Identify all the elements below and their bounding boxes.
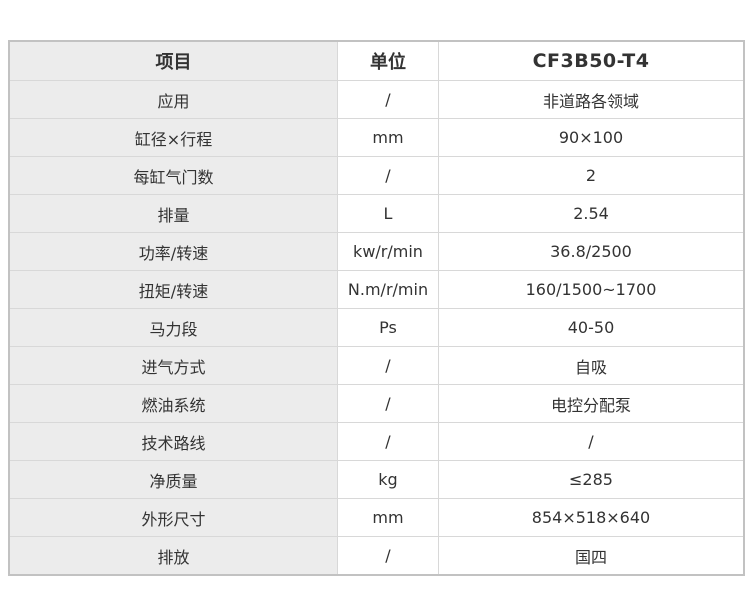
spec-item-cell: 技术路线 <box>10 423 338 460</box>
spec-value-cell: 36.8/2500 <box>439 233 743 270</box>
spec-unit-cell: / <box>338 385 439 422</box>
spec-item-cell: 扭矩/转速 <box>10 271 338 308</box>
spec-item-cell: 马力段 <box>10 309 338 346</box>
spec-unit-cell: / <box>338 423 439 460</box>
table-row: 功率/转速 kw/r/min 36.8/2500 <box>10 233 743 271</box>
spec-value-cell: 自吸 <box>439 347 743 384</box>
spec-unit-cell: N.m/r/min <box>338 271 439 308</box>
spec-value-cell: 国四 <box>439 537 743 574</box>
spec-unit-cell: mm <box>338 499 439 536</box>
spec-value-cell: 2 <box>439 157 743 194</box>
spec-unit-cell: kw/r/min <box>338 233 439 270</box>
spec-value-cell: 非道路各领域 <box>439 81 743 118</box>
spec-unit-cell: / <box>338 157 439 194</box>
spec-item-cell: 净质量 <box>10 461 338 498</box>
table-row: 缸径×行程 mm 90×100 <box>10 119 743 157</box>
table-row: 每缸气门数 / 2 <box>10 157 743 195</box>
spec-value-cell: 2.54 <box>439 195 743 232</box>
spec-item-cell: 进气方式 <box>10 347 338 384</box>
table-header-row: 项目 单位 CF3B50-T4 <box>10 42 743 81</box>
table-row: 排量 L 2.54 <box>10 195 743 233</box>
spec-item-cell: 外形尺寸 <box>10 499 338 536</box>
spec-unit-cell: L <box>338 195 439 232</box>
table-row: 马力段 Ps 40-50 <box>10 309 743 347</box>
spec-value-cell: ≤285 <box>439 461 743 498</box>
spec-item-cell: 排放 <box>10 537 338 574</box>
table-row: 扭矩/转速 N.m/r/min 160/1500~1700 <box>10 271 743 309</box>
spec-unit-cell: Ps <box>338 309 439 346</box>
spec-value-cell: 160/1500~1700 <box>439 271 743 308</box>
header-unit: 单位 <box>338 42 439 80</box>
table-row: 进气方式 / 自吸 <box>10 347 743 385</box>
table-row: 燃油系统 / 电控分配泵 <box>10 385 743 423</box>
spec-value-cell: 854×518×640 <box>439 499 743 536</box>
header-model: CF3B50-T4 <box>439 42 743 80</box>
header-item: 项目 <box>10 42 338 80</box>
spec-value-cell: 电控分配泵 <box>439 385 743 422</box>
spec-item-cell: 每缸气门数 <box>10 157 338 194</box>
spec-item-cell: 缸径×行程 <box>10 119 338 156</box>
spec-item-cell: 燃油系统 <box>10 385 338 422</box>
table-row: 外形尺寸 mm 854×518×640 <box>10 499 743 537</box>
spec-unit-cell: / <box>338 347 439 384</box>
engine-spec-table: 项目 单位 CF3B50-T4 应用 / 非道路各领域 缸径×行程 mm 90×… <box>8 40 745 576</box>
spec-item-cell: 应用 <box>10 81 338 118</box>
table-row: 应用 / 非道路各领域 <box>10 81 743 119</box>
spec-unit-cell: kg <box>338 461 439 498</box>
spec-unit-cell: / <box>338 81 439 118</box>
spec-unit-cell: / <box>338 537 439 574</box>
spec-value-cell: 90×100 <box>439 119 743 156</box>
table-row: 净质量 kg ≤285 <box>10 461 743 499</box>
spec-value-cell: / <box>439 423 743 460</box>
spec-item-cell: 功率/转速 <box>10 233 338 270</box>
table-row: 排放 / 国四 <box>10 537 743 574</box>
spec-unit-cell: mm <box>338 119 439 156</box>
spec-item-cell: 排量 <box>10 195 338 232</box>
table-row: 技术路线 / / <box>10 423 743 461</box>
spec-value-cell: 40-50 <box>439 309 743 346</box>
